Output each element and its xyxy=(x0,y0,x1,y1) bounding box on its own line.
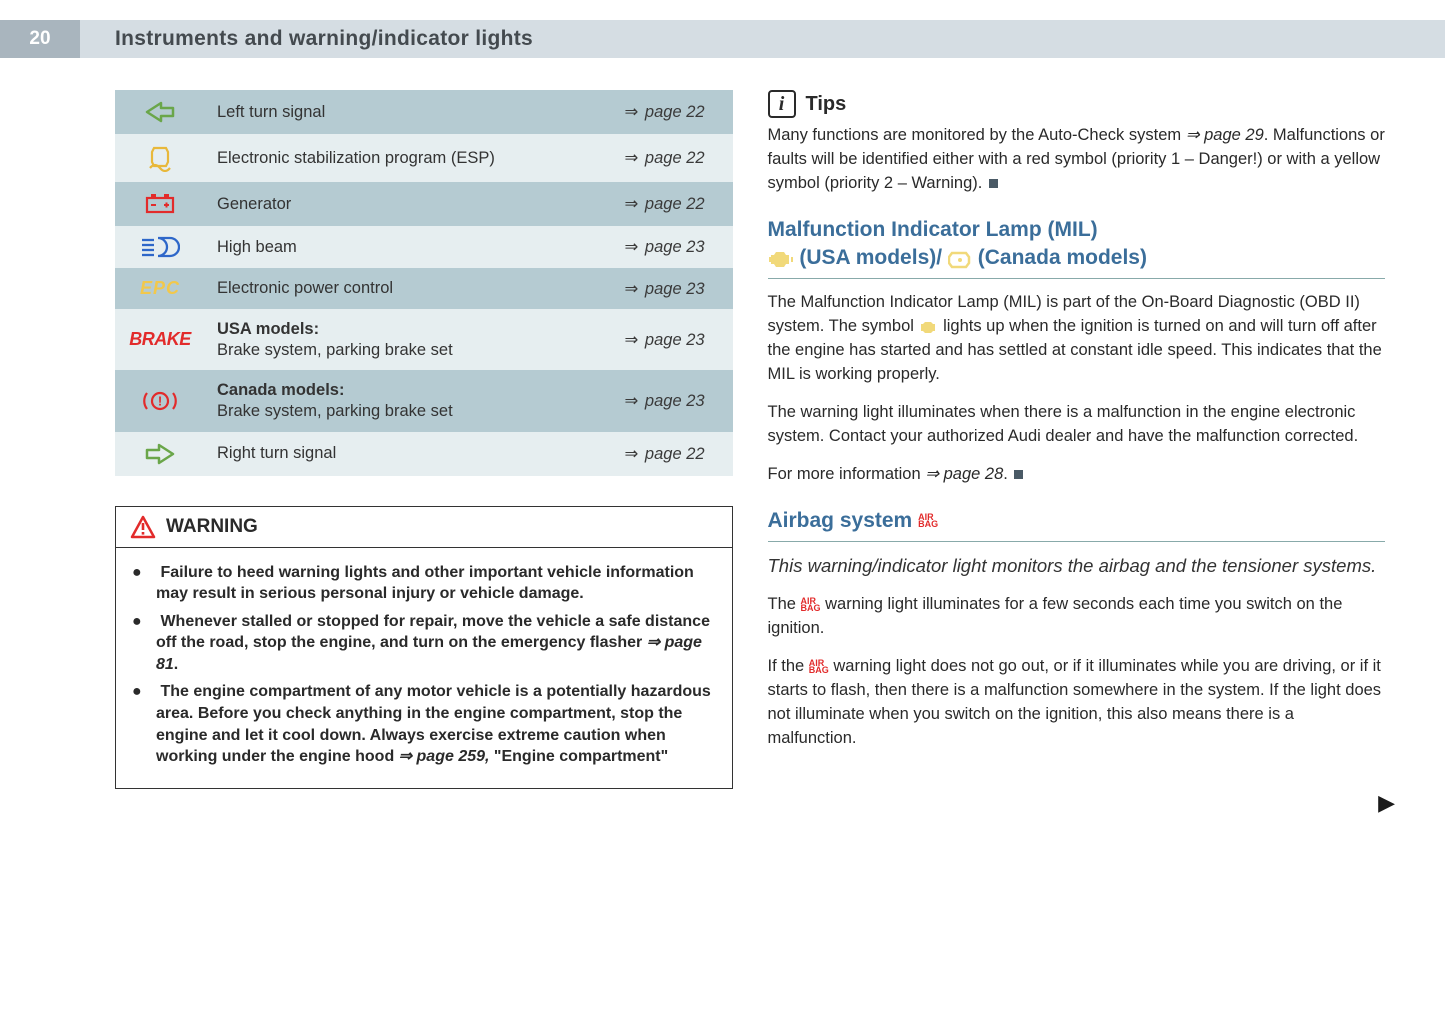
table-row: EPCElectronic power control⇒ page 23 xyxy=(115,268,733,309)
airbag-icon: AIRBAG xyxy=(918,514,938,528)
warning-bullet: ● The engine compartment of any motor ve… xyxy=(130,681,718,767)
indicator-label: USA models:Brake system, parking brake s… xyxy=(205,309,613,370)
mil-para-3: For more information ⇒ page 28. xyxy=(768,463,1386,487)
table-row: Generator⇒ page 22 xyxy=(115,182,733,226)
right-arrow-icon xyxy=(115,432,205,476)
page-ref: ⇒ page 23 xyxy=(613,370,733,431)
indicator-label: Generator xyxy=(205,182,613,226)
page-ref: ⇒ page 23 xyxy=(613,268,733,309)
info-icon: i xyxy=(768,90,796,118)
warning-triangle-icon xyxy=(130,515,156,539)
section-end-icon xyxy=(989,179,998,188)
warning-bullet: ● Failure to heed warning lights and oth… xyxy=(130,562,718,605)
indicator-label: Canada models:Brake system, parking brak… xyxy=(205,370,613,431)
tips-body: Many functions are monitored by the Auto… xyxy=(768,124,1386,196)
check-engine-inline-icon xyxy=(919,320,939,335)
mil-para-2: The warning light illuminates when there… xyxy=(768,401,1386,449)
esp-icon xyxy=(115,134,205,182)
right-column: i Tips Many functions are monitored by t… xyxy=(768,90,1386,789)
indicator-label: Right turn signal xyxy=(205,432,613,476)
tips-header: i Tips xyxy=(768,90,1386,118)
high-beam-icon xyxy=(115,226,205,268)
page-ref: ⇒ page 23 xyxy=(613,309,733,370)
section-end-icon xyxy=(1014,470,1023,479)
warning-bullet: ● Whenever stalled or stopped for repair… xyxy=(130,611,718,676)
table-row: Left turn signal⇒ page 22 xyxy=(115,90,733,134)
indicator-table: Left turn signal⇒ page 22Electronic stab… xyxy=(115,90,733,476)
warning-header: WARNING xyxy=(116,507,732,548)
airbag-inline-icon: AIRBAG xyxy=(801,598,821,612)
indicator-label: Electronic power control xyxy=(205,268,613,309)
page-title: Instruments and warning/indicator lights xyxy=(115,20,533,58)
page-number: 20 xyxy=(0,20,80,58)
svg-text:!: ! xyxy=(158,393,162,408)
page-ref: ⇒ page 22 xyxy=(613,182,733,226)
airbag-para-2: If the AIRBAG warning light does not go … xyxy=(768,655,1386,751)
table-row: Right turn signal⇒ page 22 xyxy=(115,432,733,476)
indicator-label: High beam xyxy=(205,226,613,268)
left-column: Left turn signal⇒ page 22Electronic stab… xyxy=(115,90,733,789)
table-row: Electronic stabilization program (ESP)⇒ … xyxy=(115,134,733,182)
indicator-label: Left turn signal xyxy=(205,90,613,134)
brake-text-icon: BRAKE xyxy=(115,309,205,370)
continue-arrow-icon: ▶ xyxy=(1378,790,1395,816)
page-ref: ⇒ page 22 xyxy=(613,432,733,476)
warning-body: ● Failure to heed warning lights and oth… xyxy=(116,548,732,788)
battery-icon xyxy=(115,182,205,226)
epc-icon: EPC xyxy=(115,268,205,309)
left-arrow-icon xyxy=(115,90,205,134)
content-area: Left turn signal⇒ page 22Electronic stab… xyxy=(115,90,1385,789)
brake-circ-icon: ! xyxy=(115,370,205,431)
warning-title: WARNING xyxy=(166,516,258,538)
page-ref: ⇒ page 23 xyxy=(613,226,733,268)
page-ref: ⇒ page 22 xyxy=(613,134,733,182)
check-engine-usa-icon xyxy=(768,249,794,269)
indicator-label: Electronic stabilization program (ESP) xyxy=(205,134,613,182)
warning-box: WARNING ● Failure to heed warning lights… xyxy=(115,506,733,789)
airbag-inline-icon: AIRBAG xyxy=(809,660,829,674)
check-engine-canada-icon xyxy=(948,249,972,269)
table-row: ! Canada models:Brake system, parking bra… xyxy=(115,370,733,431)
airbag-subtitle: This warning/indicator light monitors th… xyxy=(768,554,1386,579)
mil-para-1: The Malfunction Indicator Lamp (MIL) is … xyxy=(768,291,1386,387)
page-ref: ⇒ page 22 xyxy=(613,90,733,134)
airbag-section-title: Airbag system AIRBAG xyxy=(768,507,1386,542)
tips-title: Tips xyxy=(806,93,847,116)
table-row: BRAKEUSA models:Brake system, parking br… xyxy=(115,309,733,370)
table-row: High beam⇒ page 23 xyxy=(115,226,733,268)
mil-section-title: Malfunction Indicator Lamp (MIL) (USA mo… xyxy=(768,216,1386,280)
airbag-para-1: The AIRBAG warning light illuminates for… xyxy=(768,593,1386,641)
